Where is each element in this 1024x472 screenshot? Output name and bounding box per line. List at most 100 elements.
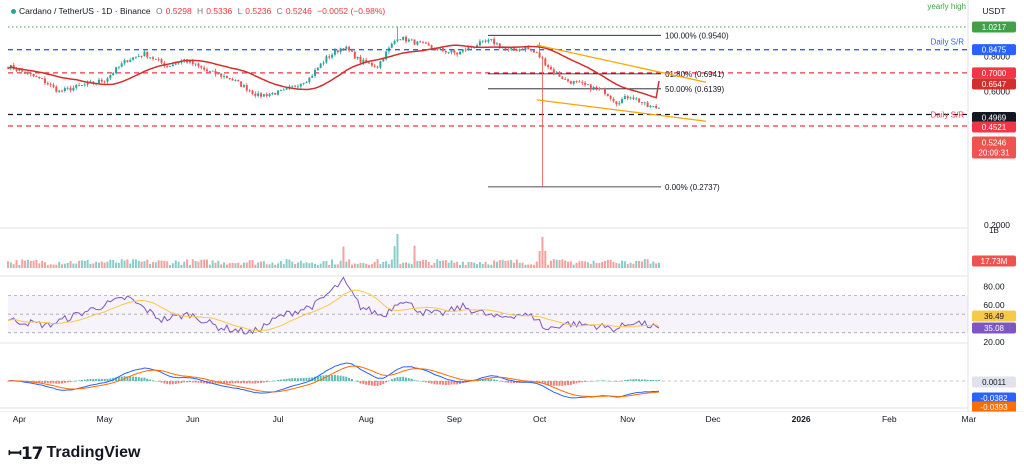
macd-histogram-bar: [194, 381, 197, 383]
volume-bar: [194, 260, 197, 268]
time-axis-label: Jul: [273, 414, 284, 424]
candle-body: [402, 36, 405, 40]
volume-bar: [208, 264, 211, 268]
candle-body: [240, 81, 243, 87]
candle-body: [379, 61, 382, 68]
volume-bar: [132, 259, 135, 268]
volume-bar: [407, 263, 410, 268]
volume-bar: [413, 245, 416, 268]
macd-histogram-bar: [265, 381, 268, 383]
volume-bar: [470, 262, 473, 268]
macd-line: [7, 362, 660, 399]
symbol-title[interactable]: Cardano / TetherUS · 1D · Binance: [19, 6, 151, 16]
candle-body: [305, 82, 308, 84]
time-axis-label: Sep: [447, 414, 462, 424]
candle-body: [646, 102, 649, 108]
volume-bar: [231, 262, 234, 268]
candle-body: [154, 58, 157, 60]
candle-body: [387, 47, 390, 52]
macd-histogram-bar: [365, 381, 368, 385]
candle-body: [623, 96, 626, 100]
macd-histogram-bar: [419, 381, 422, 382]
candle-body: [444, 51, 447, 53]
macd-histogram-bar: [177, 381, 180, 384]
candle-body: [140, 56, 143, 57]
candle-body: [640, 102, 643, 104]
volume-bar: [538, 251, 541, 268]
macd-histogram-bar: [618, 381, 621, 382]
volume-bar: [453, 262, 456, 268]
high-label: H: [197, 6, 204, 16]
volume-bar: [177, 261, 180, 268]
volume-bar: [419, 260, 422, 268]
candle-body: [407, 39, 410, 42]
candle-body: [63, 88, 66, 91]
resistance-tag-bg: [972, 67, 1016, 79]
volume-bar: [228, 263, 231, 268]
candle-body: [149, 57, 152, 59]
volume-bar: [191, 259, 194, 268]
candle-body: [484, 40, 487, 42]
macd-histogram-bar: [493, 379, 496, 381]
volume-bar: [501, 259, 504, 268]
volume-bar: [203, 259, 206, 268]
volume-bar: [18, 264, 21, 268]
tradingview-logo[interactable]: ꟷ17 TradingView: [8, 441, 140, 465]
volume-bar: [365, 263, 368, 268]
time-axis-label: Feb: [882, 414, 897, 424]
macd-histogram-bar: [595, 380, 598, 382]
fib-level-label: 50.00% (0.6139): [665, 85, 724, 94]
volume-bar: [49, 264, 52, 268]
volume-last-tag-bg: [972, 255, 1016, 267]
candle-body: [601, 88, 604, 90]
macd-histogram-bar: [402, 376, 405, 381]
volume-bar: [439, 261, 442, 268]
macd-histogram-bar: [368, 381, 371, 386]
volume-bar: [75, 263, 78, 268]
candle-body: [350, 50, 353, 52]
macd-histogram-bar: [89, 378, 92, 381]
macd-histogram-bar: [296, 378, 299, 381]
rsi-axis-tick: 60.00: [983, 300, 1005, 310]
candle-body: [572, 81, 575, 84]
candle-body: [322, 62, 325, 64]
channel-line: [536, 44, 707, 83]
candle-body: [336, 50, 339, 53]
macd-histogram-bar: [203, 381, 206, 384]
macd-histogram-bar: [86, 379, 89, 381]
macd-histogram-bar: [277, 380, 280, 381]
macd-histogram-bar: [305, 377, 308, 381]
candle-body: [569, 81, 572, 84]
macd-histogram-bar: [424, 381, 427, 383]
candle-body: [575, 81, 578, 82]
volume-bar: [598, 262, 601, 268]
macd-tag: -0.0382: [980, 394, 1008, 403]
candle-body: [265, 94, 268, 97]
macd-histogram-bar: [615, 381, 618, 382]
volume-bar: [348, 259, 351, 268]
volume-bar: [356, 264, 359, 268]
volume-bar: [589, 263, 592, 268]
candle-body: [169, 66, 172, 67]
price-axis-tick: 0.2000: [984, 220, 1010, 230]
candle-body: [18, 69, 21, 71]
macd-histogram-bar: [373, 381, 376, 386]
volume-bar: [197, 261, 200, 268]
volume-bar: [342, 246, 345, 268]
macd-histogram-tag-bg: [972, 376, 1016, 388]
volume-bar: [535, 261, 538, 268]
volume-bar: [586, 262, 589, 268]
volume-bar: [134, 259, 137, 268]
volume-bar: [100, 261, 103, 268]
volume-bar: [558, 260, 561, 268]
volume-bar: [277, 263, 280, 268]
macd-histogram-bar: [473, 380, 476, 382]
candle-body: [29, 72, 32, 74]
volume-bar: [331, 259, 334, 268]
candle-body: [262, 94, 265, 97]
candle-body: [129, 59, 132, 62]
macd-histogram-bar: [342, 376, 345, 381]
rsi-tag: 35.08: [984, 324, 1005, 333]
macd-histogram-bar: [46, 381, 49, 384]
